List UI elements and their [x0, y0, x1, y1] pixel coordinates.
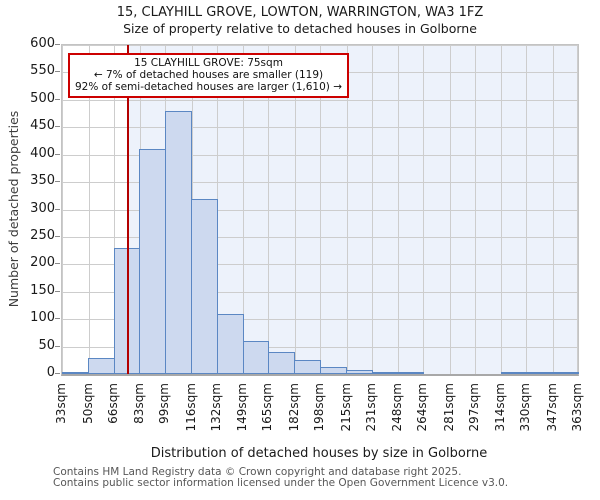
x-tick-label: 149sqm — [235, 383, 250, 432]
y-tick-label: 0 — [46, 365, 55, 380]
gridline-vertical — [526, 45, 528, 374]
y-tick-label: 550 — [30, 63, 55, 79]
y-tick-mark — [55, 290, 60, 292]
y-tick-mark — [55, 126, 60, 128]
x-tick-label: 116sqm — [183, 383, 198, 432]
x-tick-label: 281sqm — [441, 383, 456, 432]
x-tick-label: 363sqm — [570, 383, 584, 432]
x-tick-label: 330sqm — [518, 383, 533, 432]
gridline-vertical — [294, 45, 296, 374]
histogram-bar — [397, 372, 425, 374]
y-tick-label: 250 — [30, 227, 55, 243]
gridline-vertical — [423, 45, 425, 374]
histogram-bar — [165, 110, 192, 374]
footer-line-1: Contains HM Land Registry data © Crown c… — [53, 466, 462, 478]
page-subtitle: Size of property relative to detached ho… — [123, 21, 477, 36]
y-tick-mark — [55, 345, 60, 347]
gridline-vertical — [243, 45, 245, 374]
histogram-bar — [371, 371, 399, 374]
footer: Contains HM Land Registry data © Crown c… — [53, 467, 508, 489]
x-tick-label: 50sqm — [80, 383, 95, 424]
y-tick-label: 300 — [30, 200, 55, 216]
x-tick-label: 165sqm — [260, 383, 275, 432]
histogram-bar — [294, 360, 321, 374]
y-tick-label: 400 — [30, 145, 55, 161]
x-tick-label: 347sqm — [544, 383, 559, 432]
x-tick-label: 99sqm — [157, 383, 172, 424]
x-tick-label: 314sqm — [493, 383, 508, 432]
y-tick-mark — [55, 153, 60, 155]
y-tick-mark — [55, 208, 60, 210]
histogram-bar — [139, 149, 167, 374]
annotation-line-1: 15 CLAYHILL GROVE: 75sqm — [134, 57, 283, 69]
histogram-bar — [268, 352, 296, 374]
gridline-vertical — [268, 45, 270, 374]
gridline-vertical — [371, 45, 373, 374]
gridline-vertical — [88, 45, 90, 374]
histogram-bar — [500, 372, 528, 374]
x-tick-label: 297sqm — [466, 383, 481, 432]
x-tick-label: 83sqm — [132, 383, 147, 424]
annotation-line-3: 92% of semi-detached houses are larger (… — [74, 81, 342, 93]
y-tick-mark — [55, 44, 60, 45]
y-tick-label: 350 — [30, 173, 55, 189]
x-tick-label: 182sqm — [286, 383, 301, 432]
x-tick-label: 66sqm — [105, 383, 120, 424]
annotation-box: 15 CLAYHILL GROVE: 75sqm ← 7% of detache… — [68, 53, 349, 98]
x-tick-label: 248sqm — [390, 383, 405, 432]
gridline-vertical — [552, 45, 554, 374]
x-tick-label: 231sqm — [363, 383, 378, 432]
histogram-bar — [216, 313, 244, 374]
y-tick-mark — [55, 373, 60, 374]
x-tick-label: 198sqm — [312, 383, 326, 432]
y-tick-label: 150 — [30, 282, 55, 298]
gridline-vertical — [113, 45, 115, 374]
x-tick-label: 264sqm — [415, 383, 430, 432]
title-block: 15, CLAYHILL GROVE, LOWTON, WARRINGTON, … — [0, 4, 600, 37]
y-tick-label: 100 — [30, 310, 55, 326]
x-tick-label: 215sqm — [338, 383, 353, 432]
histogram-bar — [345, 369, 373, 374]
y-tick-mark — [55, 263, 60, 265]
gridline-vertical — [62, 45, 63, 374]
gridline-vertical — [501, 45, 503, 374]
y-tick-label: 50 — [38, 337, 55, 353]
y-tick-label: 450 — [30, 118, 55, 134]
subject-property-marker-line — [126, 45, 129, 374]
gridline-vertical — [346, 45, 348, 374]
y-tick-mark — [55, 235, 60, 237]
footer-line-2: Contains public sector information licen… — [53, 477, 509, 489]
page-title: 15, CLAYHILL GROVE, LOWTON, WARRINGTON, … — [116, 5, 484, 20]
y-tick-mark — [55, 181, 60, 183]
gridline-vertical — [577, 45, 578, 374]
gridline-vertical — [449, 45, 451, 374]
gridline-vertical — [398, 45, 400, 374]
histogram-bar — [87, 357, 115, 374]
x-axis-title: Distribution of detached houses by size … — [150, 446, 488, 461]
y-tick-mark — [55, 318, 60, 320]
histogram-bar — [526, 372, 554, 374]
y-tick-label: 500 — [30, 90, 55, 106]
histogram-bar — [552, 372, 579, 374]
y-tick-mark — [55, 71, 60, 73]
y-tick-label: 200 — [30, 255, 55, 271]
histogram-bar — [62, 372, 89, 374]
histogram-bar — [191, 198, 218, 374]
histogram-bar — [242, 341, 270, 374]
y-tick-mark — [55, 98, 60, 100]
histogram-bar — [320, 366, 347, 374]
x-tick-label: 132sqm — [208, 383, 223, 432]
y-tick-label: 600 — [30, 36, 55, 51]
plot-area: 15 CLAYHILL GROVE: 75sqm ← 7% of detache… — [61, 44, 579, 376]
gridline-vertical — [474, 45, 476, 374]
x-tick-label: 33sqm — [54, 383, 68, 424]
annotation-line-2: ← 7% of detached houses are smaller (119… — [93, 69, 324, 81]
gridline-vertical — [320, 45, 321, 374]
